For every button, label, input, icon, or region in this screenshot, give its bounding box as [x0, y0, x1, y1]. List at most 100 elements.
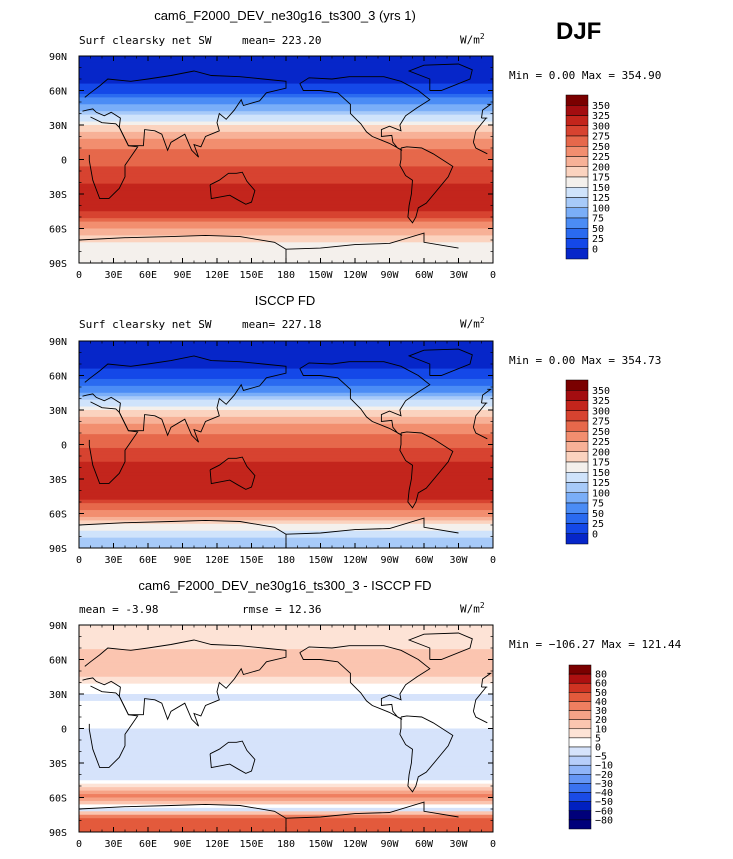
panel-2-units: W/m2 — [460, 316, 485, 331]
y-tick-label: 90S — [49, 544, 67, 555]
field-band — [79, 135, 493, 140]
x-tick-label: 150E — [239, 839, 263, 850]
field-band — [79, 659, 493, 664]
colorbar-swatch — [568, 746, 592, 757]
colorbar-swatch — [565, 125, 589, 137]
panel-3-units: W/m2 — [460, 601, 485, 616]
field-band — [79, 190, 493, 195]
field-band — [79, 700, 493, 705]
x-tick-label: 120E — [205, 555, 229, 566]
coastline — [299, 645, 431, 720]
field-band — [79, 811, 493, 816]
colorbar-swatch — [568, 792, 592, 802]
colorbar-swatch — [568, 801, 592, 812]
field-band — [79, 410, 493, 415]
y-tick-label: 30S — [49, 190, 67, 201]
colorbar-swatch — [568, 755, 592, 766]
colorbar-swatch — [565, 238, 589, 249]
colorbar-label: 30 — [595, 706, 607, 717]
colorbar-label: −10 — [595, 761, 613, 772]
field-band — [79, 194, 493, 199]
colorbar-label: 225 — [592, 437, 610, 448]
field-band — [79, 159, 493, 164]
colorbar-swatch — [568, 774, 592, 784]
colorbar-swatch — [565, 431, 589, 442]
colorbar-label: 275 — [592, 417, 610, 428]
field-band — [79, 406, 493, 411]
field-band — [79, 513, 493, 518]
season-label: DJF — [556, 18, 602, 45]
field-band — [79, 403, 493, 408]
colorbar-label: 250 — [592, 427, 610, 438]
x-tick-label: 90E — [173, 555, 191, 566]
x-tick-label: 30W — [449, 270, 468, 281]
field-band — [79, 635, 493, 640]
field-band — [79, 131, 493, 136]
y-tick-label: 0 — [61, 156, 67, 167]
field-band — [79, 482, 493, 487]
y-tick-label: 0 — [61, 725, 67, 736]
colorbar-label: 50 — [595, 688, 607, 699]
colorbar-swatch — [565, 207, 589, 219]
x-tick-label: 0 — [76, 270, 82, 281]
field-band — [79, 142, 493, 147]
field-band — [79, 104, 493, 109]
colorbar-label: 0 — [592, 529, 598, 540]
field-band — [79, 780, 493, 785]
colorbar-swatch — [568, 737, 592, 748]
panel-1-mean: mean= 223.20 — [242, 34, 322, 47]
x-tick-label: 30W — [449, 555, 468, 566]
colorbar-label: 10 — [595, 724, 607, 735]
colorbar-label: 350 — [592, 101, 610, 112]
coastlines-1 — [79, 63, 493, 263]
colorbar-swatch — [565, 217, 589, 229]
panel-1-units: W/m2 — [460, 32, 485, 47]
x-tick-label: 30W — [449, 839, 468, 850]
field-band — [79, 107, 493, 112]
field-band — [79, 728, 493, 733]
coastline — [82, 639, 493, 727]
field-band — [79, 503, 493, 508]
field-band — [79, 454, 493, 459]
field-band — [79, 479, 493, 484]
field-band — [79, 645, 493, 650]
colorbar-label: −40 — [595, 788, 613, 799]
field-band — [79, 444, 493, 449]
colorbar-swatch — [565, 502, 589, 514]
field-band — [79, 656, 493, 661]
x-tick-label: 0 — [76, 839, 82, 850]
field-band — [79, 214, 493, 219]
field-band — [79, 472, 493, 477]
x-tick-label: 120W — [343, 839, 368, 850]
colorbar-label: 75 — [592, 499, 604, 510]
field-band — [79, 69, 493, 74]
y-tick-label: 60S — [49, 510, 67, 521]
coastline — [407, 632, 473, 660]
colorbar-label: 40 — [595, 697, 607, 708]
panel-3-title: cam6_F2000_DEV_ne30g16_ts300_3 - ISCCP F… — [138, 578, 432, 593]
field-band — [79, 506, 493, 511]
colorbar-label: 200 — [592, 447, 610, 458]
x-tick-label: 180 — [277, 270, 295, 281]
field-band — [79, 735, 493, 740]
colorbar-swatch — [568, 783, 592, 793]
coastline — [209, 456, 256, 490]
field-band — [79, 392, 493, 397]
x-tick-label: 60W — [415, 270, 434, 281]
y-tick-label: 90N — [49, 621, 67, 632]
x-tick-label: 120W — [343, 270, 368, 281]
colorbar-swatch — [565, 461, 589, 473]
x-tick-label: 60E — [139, 555, 157, 566]
field-band — [79, 783, 493, 788]
colorbar-swatch — [565, 248, 589, 260]
field-band — [79, 465, 493, 470]
field-band — [79, 458, 493, 463]
field-band — [79, 804, 493, 809]
x-tick-label: 0 — [490, 555, 496, 566]
colorbar-label: 175 — [592, 458, 610, 469]
panel-2-title: ISCCP FD — [254, 293, 316, 308]
field-band — [79, 166, 493, 171]
colorbar-label: 25 — [592, 234, 604, 245]
field-band — [79, 530, 493, 535]
field-band — [79, 66, 493, 71]
